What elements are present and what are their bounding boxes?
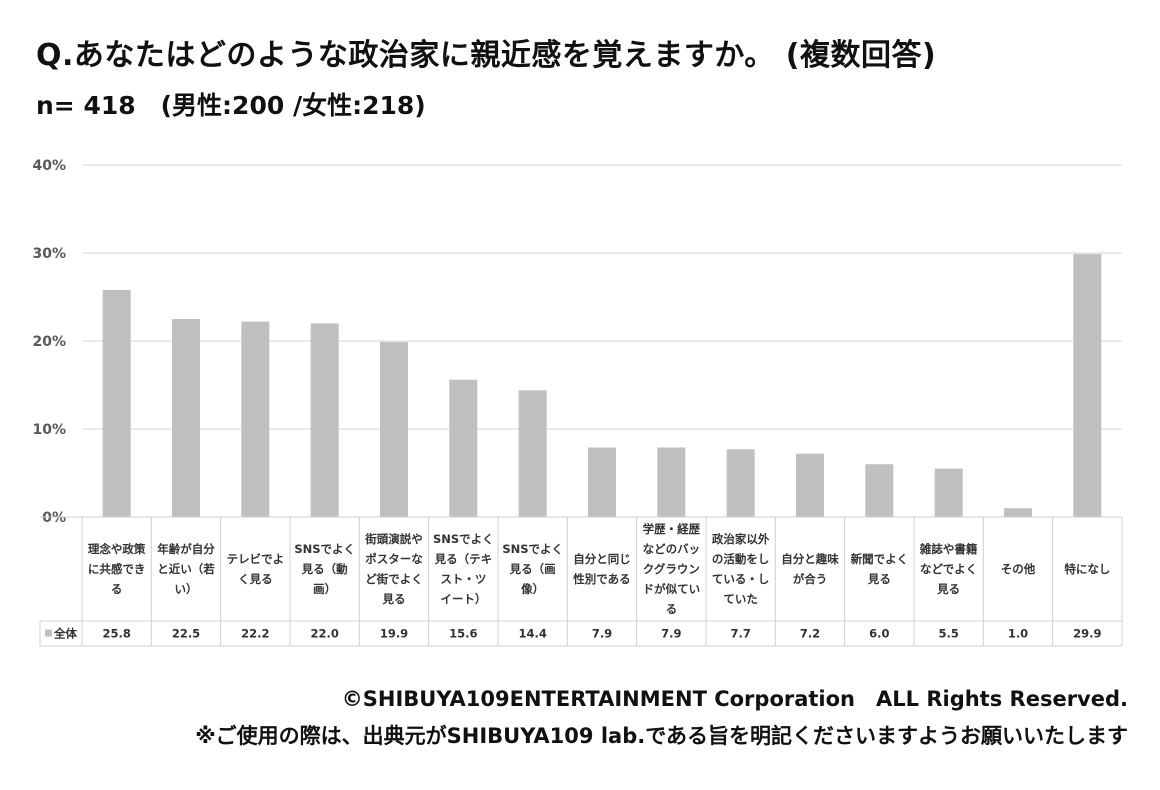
bar <box>657 447 686 517</box>
x-category-label: 学歴・経歴などのバックグラウンドが似ている <box>643 522 701 616</box>
data-value-label: 25.8 <box>102 627 130 641</box>
bar <box>1073 253 1102 517</box>
data-value-label: 7.2 <box>800 627 820 641</box>
x-category-label: SNSでよく見る（動画） <box>294 542 355 596</box>
copyright-notice: ©SHIBUYA109ENTERTAINMENT Corporation ALL… <box>341 687 1128 711</box>
y-tick-label: 40% <box>32 158 66 174</box>
x-category-label: その他 <box>1001 562 1036 576</box>
legend-swatch <box>45 629 52 637</box>
x-category-label: SNSでよく見る（テキスト・ツイート） <box>433 532 494 606</box>
y-tick-label: 10% <box>32 422 66 438</box>
data-value-label: 7.7 <box>730 627 750 641</box>
data-value-label: 29.9 <box>1073 627 1101 641</box>
bar <box>934 468 963 517</box>
bar <box>726 449 755 517</box>
bar <box>172 319 200 517</box>
x-category-label: テレビでよく見る <box>227 552 285 586</box>
x-category-label: 自分と趣味が合う <box>781 552 839 586</box>
x-category-label: 街頭演説やポスターなど街でよく見る <box>364 532 423 606</box>
chart-title: Q.あなたはどのような政治家に親近感を覚えますか。 (複数回答) <box>36 38 937 73</box>
bar <box>310 323 339 517</box>
x-category-label: 年齢が自分と近い（若い） <box>157 542 215 596</box>
data-value-label: 15.6 <box>449 627 477 641</box>
bar <box>102 289 131 517</box>
data-value-label: 22.2 <box>241 627 269 641</box>
data-value-label: 19.9 <box>380 627 408 641</box>
data-value-label: 5.5 <box>938 627 958 641</box>
y-tick-label: 0% <box>42 510 66 526</box>
y-tick-label: 30% <box>32 246 66 262</box>
chart-subtitle: n= 418 (男性:200 /女性:218) <box>36 91 426 120</box>
data-value-label: 1.0 <box>1008 627 1028 641</box>
x-category-label: 政治家以外の活動をしている・していた <box>712 532 770 606</box>
data-value-label: 22.0 <box>310 627 338 641</box>
bar <box>1004 508 1032 517</box>
data-value-label: 7.9 <box>592 627 612 641</box>
bar <box>588 447 616 517</box>
bar <box>241 321 270 517</box>
data-value-label: 6.0 <box>869 627 889 641</box>
legend-label: 全体 <box>53 627 77 641</box>
usage-notice: ※ご使用の際は、出典元がSHIBUYA109 lab.である旨を明記くださいます… <box>195 724 1128 748</box>
bar <box>518 390 547 517</box>
data-value-label: 14.4 <box>518 627 546 641</box>
bar <box>449 379 478 517</box>
x-category-label: 特になし <box>1064 562 1110 576</box>
data-value-label: 7.9 <box>661 627 681 641</box>
y-tick-label: 20% <box>32 334 66 350</box>
x-category-label: 理念や政策に共感できる <box>88 542 146 596</box>
x-category-label: 雑誌や書籍などでよく見る <box>919 542 978 596</box>
x-category-label: 自分と同じ性別である <box>573 552 631 586</box>
data-value-label: 22.5 <box>172 627 200 641</box>
x-category-label: 新聞でよく見る <box>851 552 909 586</box>
bar <box>380 341 408 517</box>
bar <box>796 453 824 517</box>
bar <box>865 464 894 517</box>
x-category-label: SNSでよく見る（画像） <box>502 542 563 596</box>
